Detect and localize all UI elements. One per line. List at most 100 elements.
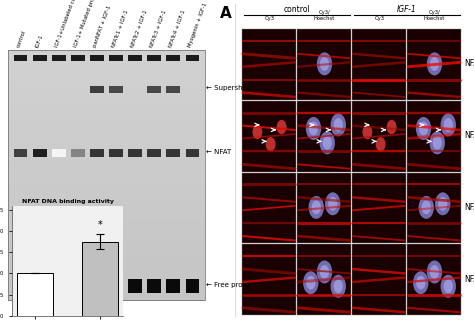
Text: Cy3: Cy3 (374, 16, 384, 21)
Ellipse shape (416, 276, 425, 289)
Ellipse shape (416, 117, 431, 140)
Bar (8, 212, 205, 217)
Bar (8, 87, 205, 92)
Bar (8, 270, 205, 276)
Ellipse shape (330, 113, 346, 136)
Bar (8, 158, 205, 163)
Bar (128, 279, 142, 293)
Bar (8, 287, 205, 292)
Ellipse shape (433, 136, 442, 150)
Bar (352, 173, 406, 243)
Bar (8, 145, 205, 150)
Bar (8, 50, 205, 55)
Bar (109, 55, 123, 61)
Bar (8, 129, 205, 134)
Bar (14, 55, 27, 61)
Bar (109, 149, 123, 157)
Title: NFAT DNA binding activity: NFAT DNA binding activity (21, 199, 114, 204)
Ellipse shape (376, 137, 385, 151)
Bar (147, 86, 161, 93)
Ellipse shape (323, 136, 332, 150)
Bar (8, 220, 205, 225)
Bar (8, 241, 205, 246)
Ellipse shape (444, 279, 453, 293)
Ellipse shape (363, 125, 373, 139)
Bar (297, 173, 351, 243)
Bar (8, 70, 205, 75)
Ellipse shape (429, 131, 445, 154)
Bar (8, 116, 205, 121)
Bar (90, 279, 104, 293)
Text: ← Free probe: ← Free probe (206, 282, 251, 288)
Bar (109, 86, 123, 93)
Bar (242, 29, 296, 100)
Bar (90, 55, 104, 61)
Ellipse shape (320, 57, 329, 71)
Ellipse shape (419, 122, 428, 135)
Text: NFATc4: NFATc4 (464, 275, 474, 284)
Bar (8, 125, 205, 130)
Bar (8, 295, 205, 300)
Bar (147, 279, 161, 293)
Bar (8, 141, 205, 146)
Text: *: * (98, 220, 102, 230)
Bar (8, 216, 205, 221)
Bar (8, 274, 205, 280)
Ellipse shape (320, 265, 329, 279)
Ellipse shape (253, 125, 262, 139)
Text: Cy3: Cy3 (264, 16, 274, 21)
Bar (166, 279, 180, 293)
Bar (8, 200, 205, 205)
Text: Cy3/
Hoechst: Cy3/ Hoechst (314, 10, 335, 21)
Bar (8, 233, 205, 238)
Bar (147, 55, 161, 61)
Text: control: control (283, 5, 310, 14)
Bar (8, 254, 205, 259)
Ellipse shape (317, 52, 332, 75)
Ellipse shape (309, 196, 324, 219)
Bar (8, 104, 205, 109)
Ellipse shape (306, 117, 321, 140)
Text: NFATc2 + IGF-1: NFATc2 + IGF-1 (130, 9, 149, 48)
Text: NFATc3: NFATc3 (464, 203, 474, 212)
Bar (8, 224, 205, 230)
Bar (407, 173, 461, 243)
Bar (186, 149, 200, 157)
Bar (8, 58, 205, 63)
Bar (8, 183, 205, 188)
Bar (352, 244, 406, 315)
Ellipse shape (435, 192, 450, 215)
Bar (8, 120, 205, 126)
Bar (33, 279, 46, 293)
Bar (8, 79, 205, 84)
Text: IGF-1: IGF-1 (35, 33, 45, 48)
Ellipse shape (303, 271, 319, 294)
Bar (8, 175, 205, 180)
Bar (8, 237, 205, 242)
Bar (8, 62, 205, 67)
Bar (407, 244, 461, 315)
Bar (8, 191, 205, 196)
Bar (166, 149, 180, 157)
Ellipse shape (325, 192, 340, 215)
Bar (8, 258, 205, 263)
Bar (8, 133, 205, 138)
Bar (8, 179, 205, 184)
Ellipse shape (430, 265, 439, 279)
Bar (17, 273, 53, 316)
Ellipse shape (427, 52, 442, 75)
Bar (352, 101, 406, 172)
Text: control: control (16, 29, 27, 48)
Text: ← Supershift: ← Supershift (206, 85, 250, 91)
Bar (82, 242, 118, 316)
Bar (407, 29, 461, 100)
Bar (8, 50, 205, 300)
Bar (33, 55, 46, 61)
Ellipse shape (438, 197, 447, 211)
Bar (242, 101, 296, 172)
Text: NFATc1: NFATc1 (464, 59, 474, 68)
Bar (186, 279, 200, 293)
Bar (8, 91, 205, 96)
Bar (8, 262, 205, 267)
Ellipse shape (277, 120, 287, 134)
